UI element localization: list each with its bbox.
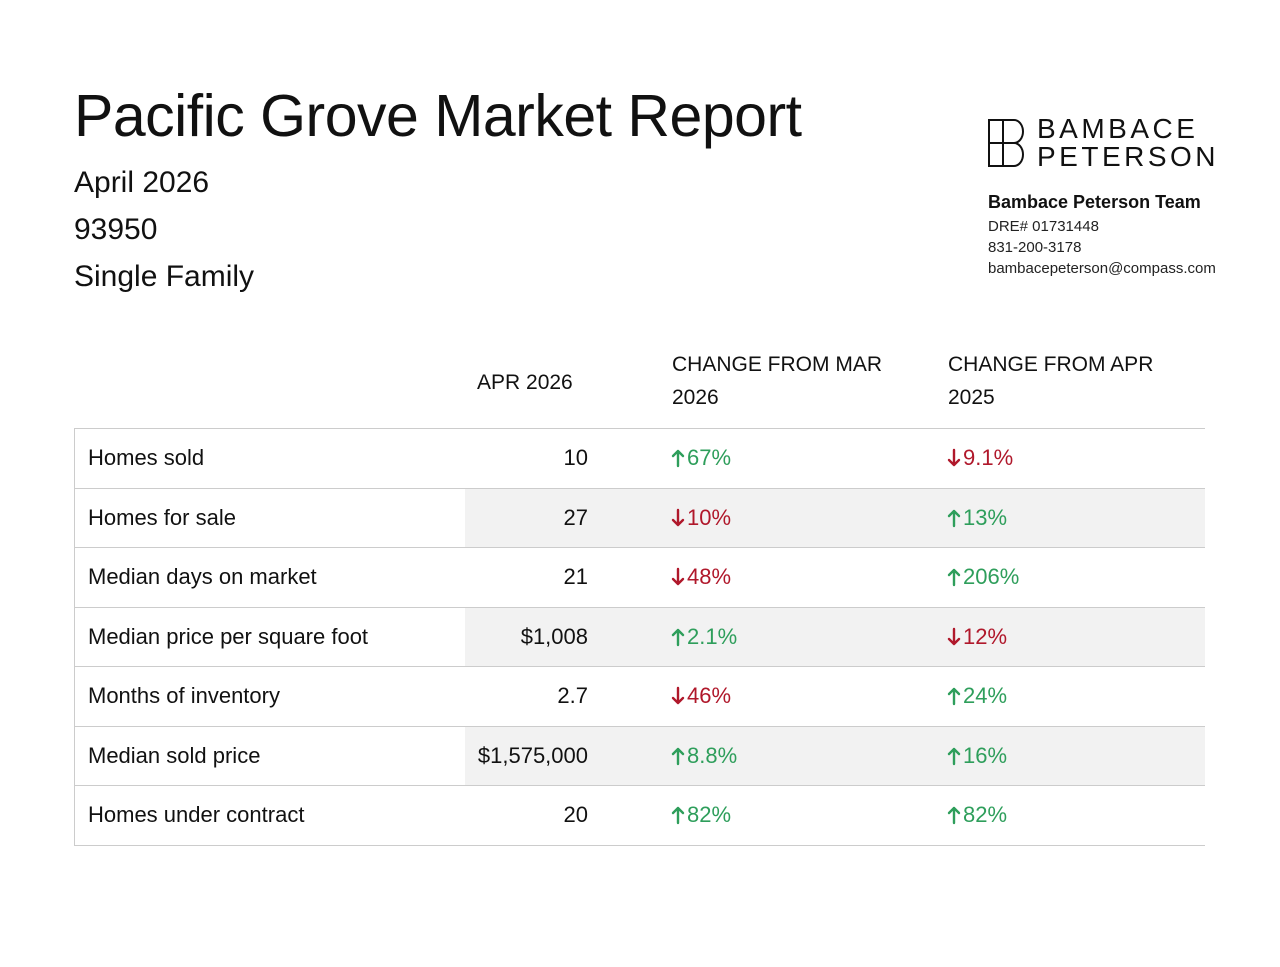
change-percent: 82% — [963, 802, 1008, 827]
table-row: Median days on market 21 48% 206% — [75, 548, 1205, 608]
report-period: April 2026 — [74, 166, 210, 199]
change-indicator: 2.1% — [671, 608, 737, 667]
arrow-down-icon — [947, 449, 961, 467]
change-indicator: 10% — [671, 489, 731, 548]
arrow-up-icon — [671, 450, 685, 468]
arrow-down-icon — [671, 687, 685, 705]
header-current-month: APR 2026 — [477, 371, 573, 394]
arrow-up-icon — [671, 747, 685, 765]
change-from-previous-month: 46% — [671, 667, 731, 726]
arrow-up-icon — [671, 807, 685, 825]
change-from-previous-year: 82% — [947, 786, 1007, 845]
change-indicator: 67% — [671, 429, 731, 488]
table-row: Median price per square foot $1,008 2.1% 12… — [75, 607, 1205, 667]
phone-number[interactable]: 831-200-3178 — [988, 239, 1082, 256]
brand-logo: BAMBACE PETERSON — [988, 114, 1248, 172]
report-title: Pacific Grove Market Report — [74, 83, 802, 149]
table-row: Homes under contract 20 82% 82% — [75, 786, 1205, 846]
change-from-previous-year: 9.1% — [947, 429, 1013, 488]
change-percent: 12% — [963, 623, 1008, 649]
change-percent: 46% — [687, 683, 732, 708]
market-stats-table: APR 2026 CHANGE FROM MAR 2026 CHANGE FROM… — [74, 340, 1205, 846]
change-indicator: 46% — [671, 667, 731, 726]
report-zip: 93950 — [74, 213, 158, 246]
change-percent: 2.1% — [687, 623, 738, 649]
arrow-up-icon — [947, 569, 961, 587]
table-row: Homes for sale 27 10% 13% — [75, 488, 1205, 548]
change-from-previous-year: 12% — [947, 608, 1007, 667]
metric-label: Median price per square foot — [88, 623, 369, 649]
change-percent: 13% — [963, 504, 1008, 530]
arrow-up-icon — [947, 688, 961, 706]
metric-label: Homes sold — [88, 445, 205, 470]
arrow-up-icon — [671, 628, 685, 646]
metric-label: Months of inventory — [88, 683, 280, 708]
bambace-peterson-logo-icon — [988, 119, 1024, 167]
change-percent: 10% — [687, 504, 732, 530]
change-percent: 24% — [963, 683, 1008, 708]
change-from-previous-month: 2.1% — [671, 608, 737, 667]
change-indicator: 206% — [947, 548, 1019, 607]
metric-value: 21 — [563, 564, 588, 589]
change-from-previous-year: 24% — [947, 667, 1007, 726]
brand-block: BAMBACE PETERSON Bambace Peterson Team D… — [988, 114, 1248, 277]
table-row: Median sold price $1,575,000 8.8% 16% — [75, 726, 1205, 786]
row-shade — [465, 726, 1205, 785]
change-percent: 48% — [687, 564, 732, 589]
change-from-previous-month: 48% — [671, 548, 731, 607]
change-percent: 9.1% — [963, 445, 1014, 470]
dre-number: DRE# 01731448 — [988, 218, 1099, 235]
change-from-previous-year: 206% — [947, 548, 1019, 607]
row-shade — [465, 488, 1205, 547]
arrow-up-icon — [947, 807, 961, 825]
table-row: Months of inventory 2.7 46% 24% — [75, 667, 1205, 727]
change-percent: 67% — [687, 445, 732, 470]
table-header: APR 2026 CHANGE FROM MAR 2026 CHANGE FROM… — [74, 340, 1205, 428]
arrow-down-icon — [947, 627, 961, 645]
change-from-previous-month: 8.8% — [671, 727, 737, 786]
change-from-previous-year: 16% — [947, 727, 1007, 786]
metric-value: $1,575,000 — [477, 742, 588, 768]
header-change-from-previous-year: CHANGE FROM APR 2025 — [948, 353, 1154, 409]
metric-value: 10 — [563, 445, 588, 470]
logo-word-peterson: PETERSON — [1037, 141, 1220, 172]
metric-value: 20 — [563, 802, 588, 827]
metric-label: Homes under contract — [88, 802, 305, 827]
row-shade — [465, 607, 1205, 666]
change-indicator: 24% — [947, 667, 1007, 726]
change-from-previous-month: 10% — [671, 489, 731, 548]
change-percent: 82% — [687, 802, 732, 827]
arrow-down-icon — [671, 508, 685, 526]
arrow-up-icon — [947, 747, 961, 765]
change-indicator: 13% — [947, 489, 1007, 548]
arrow-up-icon — [947, 509, 961, 527]
change-from-previous-month: 67% — [671, 429, 731, 488]
header-change-from-previous-month: CHANGE FROM MAR 2026 — [672, 353, 882, 409]
table-body: Homes sold 10 67% 9.1% Homes for sale 27 10% 13… — [74, 428, 1205, 846]
change-percent: 8.8% — [687, 742, 738, 768]
logo-word-bambace: BAMBACE — [1037, 113, 1199, 144]
table-row: Homes sold 10 67% 9.1% — [75, 429, 1205, 489]
change-indicator: 12% — [947, 608, 1007, 667]
team-name: Bambace Peterson Team — [988, 192, 1201, 212]
change-indicator: 8.8% — [671, 727, 737, 786]
change-indicator: 48% — [671, 548, 731, 607]
change-from-previous-month: 82% — [671, 786, 731, 845]
change-indicator: 82% — [947, 786, 1007, 845]
email-address[interactable]: bambacepeterson@compass.com — [988, 260, 1216, 277]
metric-value: 2.7 — [557, 683, 588, 708]
change-indicator: 16% — [947, 727, 1007, 786]
change-percent: 206% — [963, 564, 1020, 589]
metric-value: 27 — [563, 504, 588, 530]
report-property-type: Single Family — [74, 260, 255, 293]
metric-label: Median days on market — [88, 564, 317, 589]
metric-label: Homes for sale — [88, 504, 236, 530]
change-from-previous-year: 13% — [947, 489, 1007, 548]
metric-value: $1,008 — [520, 623, 588, 649]
change-percent: 16% — [963, 742, 1008, 768]
metric-label: Median sold price — [88, 742, 261, 768]
change-indicator: 9.1% — [947, 429, 1013, 488]
change-indicator: 82% — [671, 786, 731, 845]
arrow-down-icon — [671, 568, 685, 586]
